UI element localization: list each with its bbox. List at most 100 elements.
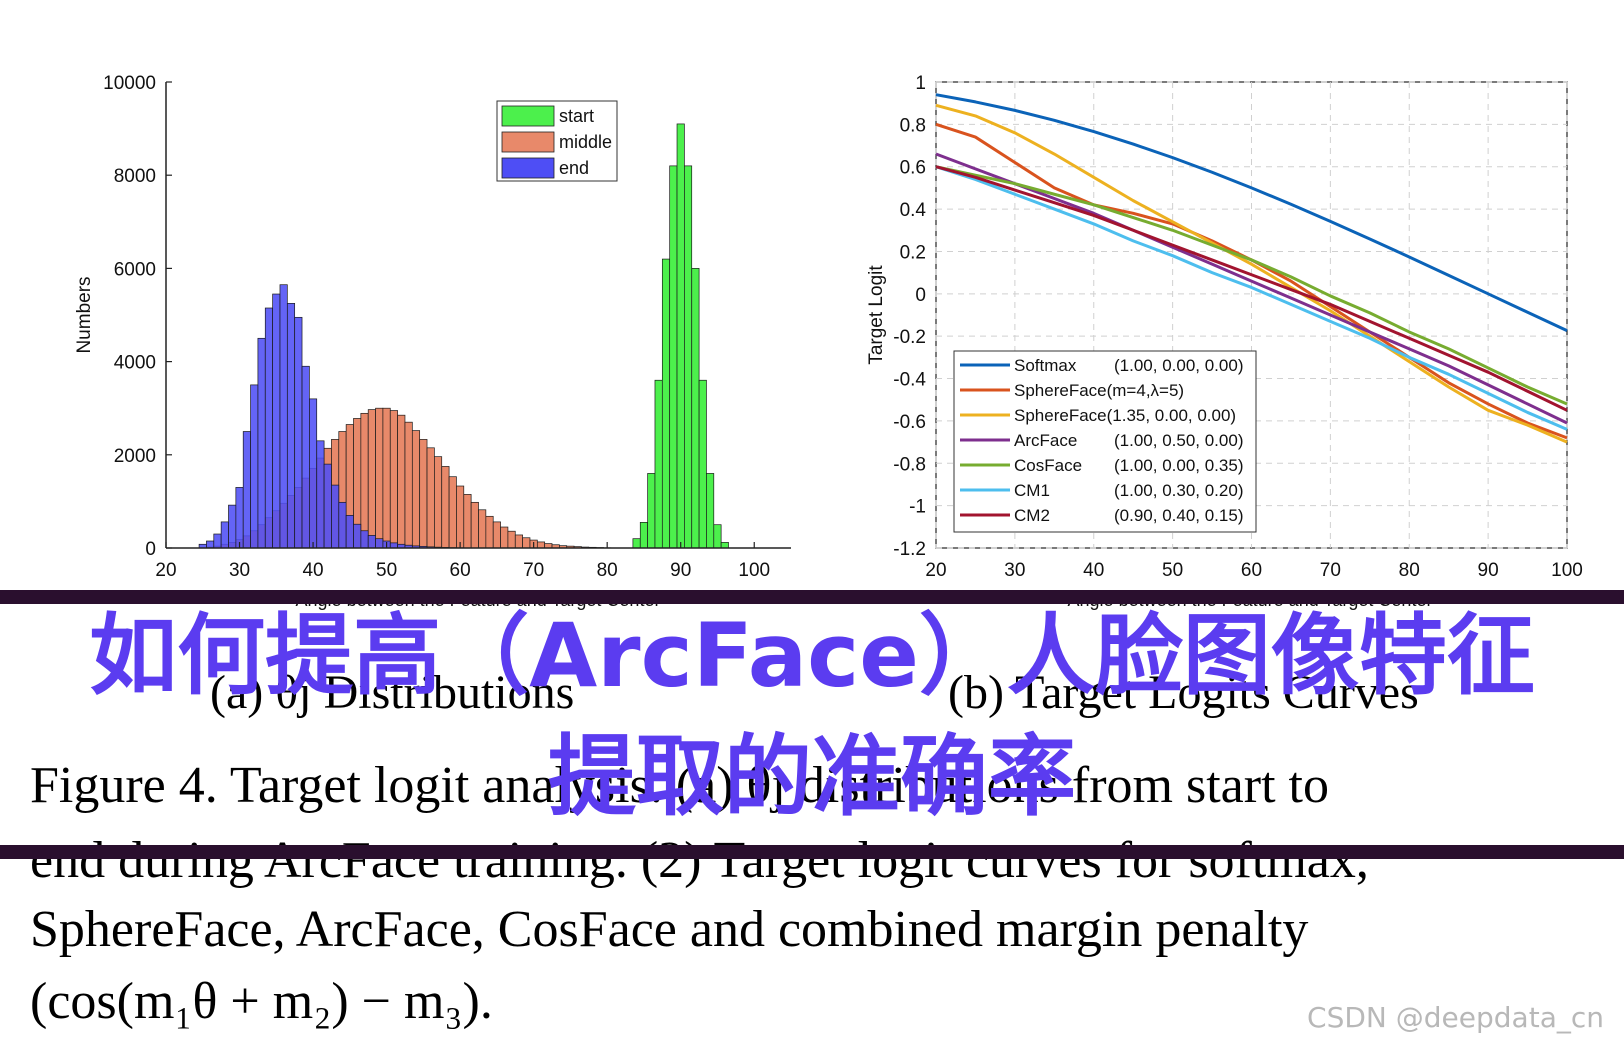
y-tick-label: 8000: [114, 166, 156, 187]
histogram-bar-end: [235, 487, 244, 549]
y-tick-label: -1.2: [893, 539, 926, 560]
figure-caption-line-3: SphereFace, ArcFace, CosFace and combine…: [30, 901, 1309, 958]
histogram-bar-end: [367, 535, 376, 549]
series-line-arcface: [935, 152, 1568, 425]
series-line-cosface: [935, 165, 1568, 406]
histogram-bar-end: [228, 504, 237, 549]
x-tick-label: 90: [1478, 560, 1499, 581]
series-line-cm2: [935, 165, 1568, 412]
legend-swatch-end: [501, 157, 555, 179]
figure-caption-line-2: end during ArcFace training. (2) Target …: [30, 832, 1369, 889]
x-tick-label: 80: [597, 560, 618, 581]
histogram-bar-start: [691, 268, 700, 549]
legend-params: (1.00, 0.00, 0.00): [1114, 356, 1243, 375]
histogram-bar-start: [720, 542, 729, 549]
histogram-bar-end: [272, 293, 281, 549]
histogram-bar-start: [632, 538, 641, 549]
histogram-bar-middle: [426, 447, 435, 549]
overlay-title-line-2: 提取的准确率: [547, 725, 1076, 828]
x-tick-label: 20: [155, 560, 176, 581]
histogram-bar-middle: [522, 537, 531, 549]
y-tick-label: -0.8: [893, 454, 926, 475]
histogram-y-label: Numbers: [74, 276, 95, 353]
legend-params: (0.90, 0.40, 0.15): [1114, 506, 1243, 525]
logit-curves-panel: 1 0.8 0.6 0.4 0.2 0 -0.2 -0.4 -0.6 -0.8 -1 -1.2 20 3…: [866, 73, 1583, 610]
x-tick-label: 70: [523, 560, 544, 581]
x-tick-label: 100: [738, 560, 770, 581]
histogram-bar-start: [647, 473, 656, 549]
legend-swatch-middle: [501, 131, 555, 153]
histogram-bar-end: [345, 515, 354, 549]
histogram-bar-start: [713, 524, 722, 549]
histogram-bar-start: [684, 165, 693, 549]
y-tick-label: -1: [909, 497, 926, 518]
legend-swatch-start: [501, 105, 555, 127]
x-tick-label: 30: [1004, 560, 1025, 581]
histogram-bar-end: [353, 523, 362, 549]
histogram-bar-end: [309, 398, 318, 549]
legend-label: CM2: [1014, 506, 1050, 525]
histogram-bar-end: [301, 365, 310, 549]
y-tick-label: 0.2: [900, 242, 926, 263]
histogram-bar-end: [257, 337, 266, 549]
x-tick-label: 20: [925, 560, 946, 581]
overlay-band-top: [0, 590, 1624, 604]
x-tick-label: 70: [1320, 560, 1341, 581]
legend-label: CM1: [1014, 481, 1050, 500]
logit-y-ticks: 1 0.8 0.6 0.4 0.2 0 -0.2 -0.4 -0.6 -0.8 -1 -1.2: [893, 73, 926, 560]
histogram-bar-middle: [485, 515, 494, 549]
histogram-bar-middle: [389, 410, 398, 549]
histogram-bar-middle: [470, 501, 479, 549]
x-tick-label: 100: [1551, 560, 1583, 581]
overlay-title-line-1: 如何提高（ArcFace）人脸图像特征: [89, 604, 1535, 707]
x-tick-label: 30: [229, 560, 250, 581]
logit-legend: Softmax (1.00, 0.00, 0.00) SphereFace(m=4,…: [953, 350, 1257, 533]
histogram-bar-end: [250, 384, 259, 549]
histogram-bar-start: [654, 379, 663, 549]
histogram-bar-end: [338, 501, 347, 549]
x-tick-label: 60: [450, 560, 471, 581]
histogram-bar-middle: [382, 407, 391, 549]
histogram-bar-start: [661, 258, 671, 549]
caption-b: (b) Target Logits Curves: [948, 666, 1419, 719]
histogram-bar-start: [676, 123, 685, 549]
histogram-bar-end: [316, 440, 325, 549]
histogram-bar-middle: [360, 412, 369, 549]
y-tick-label: 0.4: [900, 200, 927, 221]
histogram-y-ticks: 0 2000 4000 6000 8000 10000: [103, 73, 172, 560]
y-tick-label: 6000: [114, 259, 156, 280]
y-tick-label: -0.4: [893, 370, 926, 391]
y-tick-label: -0.6: [893, 412, 926, 433]
figure-caption-line-1: Figure 4. Target logit analysis. (a) θj …: [30, 757, 1329, 814]
histogram-bar-middle: [507, 530, 516, 549]
histogram-bar-start: [669, 165, 678, 549]
y-tick-label: 2000: [114, 446, 156, 467]
x-tick-label: 60: [1241, 560, 1262, 581]
x-tick-label: 50: [376, 560, 397, 581]
histogram-bar-end: [242, 431, 251, 549]
legend-label-end: end: [559, 158, 589, 178]
histogram-bar-end: [220, 521, 229, 549]
histogram-bar-middle: [367, 409, 376, 549]
histogram-panel: 0 2000 4000 6000 8000 10000 20 30 40 50 60 70 80 90 1…: [74, 73, 791, 610]
histogram-bar-middle: [536, 541, 546, 549]
histogram-bar-end: [279, 284, 288, 549]
histogram-x-ticks: 20 30 40 50 60 70 80 90 100: [155, 542, 770, 581]
logit-y-label: Target Logit: [866, 265, 887, 365]
histogram-bar-end: [286, 303, 296, 549]
y-tick-label: 0: [145, 539, 156, 560]
x-tick-label: 40: [1083, 560, 1104, 581]
series-line-sphereface-1-35-0-00-0-00-: [935, 103, 1568, 444]
histogram-bar-middle: [441, 466, 450, 549]
histogram-bar-middle: [500, 526, 509, 549]
histogram-bar-middle: [419, 439, 428, 549]
histogram-bar-end: [264, 307, 273, 549]
histogram-bar-end: [389, 542, 398, 549]
histogram-bar-middle: [463, 494, 472, 549]
histogram-bar-end: [213, 533, 222, 549]
logit-x-ticks: 20 30 40 50 60 70 80 90 100: [925, 560, 1582, 581]
histogram-bar-start: [639, 522, 648, 549]
histogram-bar-middle: [514, 534, 523, 549]
legend-params: (1.00, 0.30, 0.20): [1114, 481, 1243, 500]
